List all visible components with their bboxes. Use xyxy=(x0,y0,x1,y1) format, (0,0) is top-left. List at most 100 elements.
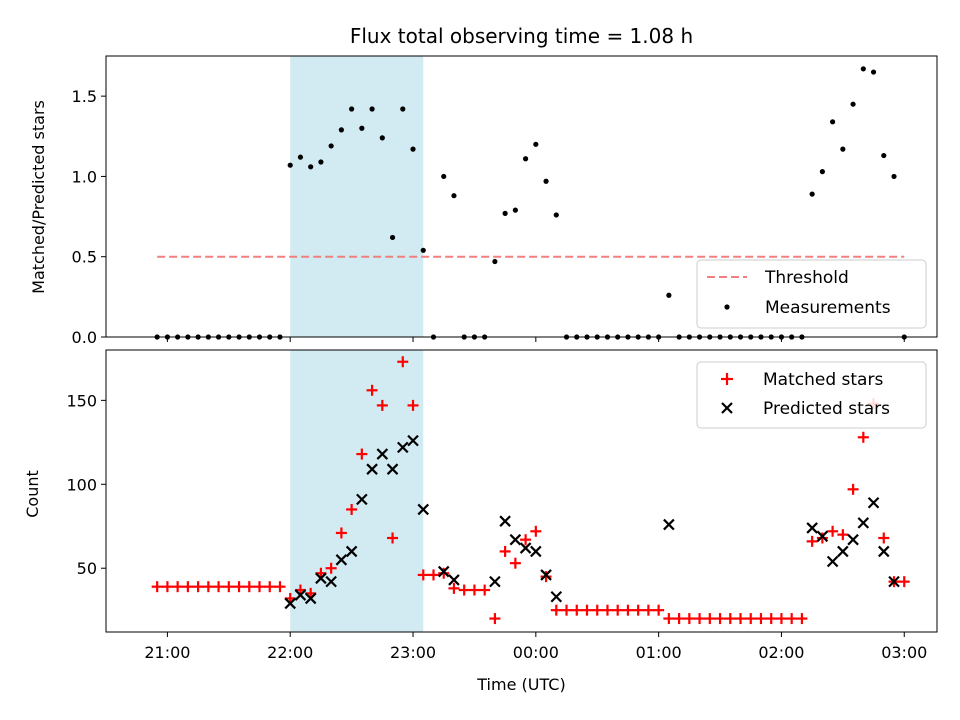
predicted-star-point xyxy=(847,533,859,546)
bottom-axes-frame xyxy=(105,349,938,633)
matched-star-point xyxy=(827,525,839,537)
matched-star-point xyxy=(499,545,511,557)
matched-star-point xyxy=(591,604,603,616)
matched-star-point xyxy=(468,584,480,596)
matched-star-point xyxy=(233,581,245,593)
matched-star-point xyxy=(458,584,470,596)
x-tick-label: 00:00 xyxy=(513,643,559,662)
matched-star-point xyxy=(775,613,787,625)
measurement-point xyxy=(308,164,314,170)
measurement-point xyxy=(502,210,508,216)
y-tick-label: 150 xyxy=(66,391,97,410)
matched-star-point xyxy=(356,448,368,460)
measurement-point xyxy=(400,106,406,112)
top-axes-frame xyxy=(105,55,938,338)
predicted-star-point xyxy=(335,554,348,566)
measurement-point xyxy=(819,169,825,175)
matched-star-point xyxy=(161,581,173,593)
x-tick-label: 22:00 xyxy=(267,643,313,662)
matched-star-point xyxy=(448,582,460,594)
bottom-legend-box xyxy=(696,361,927,429)
shaded-span-top xyxy=(290,56,424,337)
measurement-point xyxy=(359,125,365,131)
measurement-point xyxy=(451,193,457,199)
matched-star-point xyxy=(182,581,194,593)
y-tick-label: 50 xyxy=(77,559,97,578)
bottom-y-axis-label: Count xyxy=(23,470,42,518)
matched-star-point xyxy=(857,431,869,443)
matched-star-point xyxy=(837,529,849,541)
bottom-panel: 50 100 150 21:00 22:00 23:00 00:00 01:00 02:00 0… xyxy=(23,349,938,694)
measurement-point xyxy=(522,156,529,162)
bottom-legend: Matched stars Predicted stars xyxy=(696,361,927,429)
predicted-star-point xyxy=(663,518,675,531)
measurement-point xyxy=(543,178,549,184)
measurement-point xyxy=(420,247,426,253)
matched-star-point xyxy=(376,399,388,411)
predicted-star-point xyxy=(397,441,409,454)
matched-star-point xyxy=(622,604,634,616)
y-tick-label: 100 xyxy=(66,475,97,494)
matched-star-point xyxy=(243,581,255,593)
x-tick-label: 21:00 xyxy=(144,643,190,662)
matched-star-point xyxy=(663,613,675,625)
legend-predicted-swatch xyxy=(721,402,733,414)
predicted-star-point xyxy=(437,565,450,578)
legend-threshold-label: Threshold xyxy=(764,268,849,288)
matched-star-point xyxy=(735,613,747,625)
matched-star-point xyxy=(765,613,777,625)
measurement-point xyxy=(809,191,815,197)
predicted-star-point xyxy=(826,555,839,568)
predicted-star-point xyxy=(448,574,460,586)
predicted-star-point xyxy=(837,545,849,558)
matched-star-point xyxy=(786,613,798,625)
matched-star-point xyxy=(612,604,624,616)
measurement-point xyxy=(338,127,344,133)
matched-star-point xyxy=(417,569,429,581)
y-tick-label: 0.0 xyxy=(72,328,97,347)
matched-star-point xyxy=(561,604,573,616)
matched-star-point xyxy=(683,613,695,625)
matched-star-point xyxy=(274,581,286,593)
predicted-star-point xyxy=(315,572,327,585)
measurement-point xyxy=(287,162,293,168)
predicted-star-point xyxy=(407,434,419,447)
matched-star-point xyxy=(653,604,665,616)
x-tick-label: 03:00 xyxy=(881,643,927,662)
measurement-point xyxy=(840,146,846,152)
bottom-y-axis: 50 100 150 xyxy=(66,391,106,578)
matched-star-point xyxy=(704,613,716,625)
matched-star-point xyxy=(366,384,378,396)
top-y-axis: 0.0 0.5 1.0 1.5 xyxy=(72,87,106,347)
matched-star-point xyxy=(479,584,491,596)
predicted-star-point xyxy=(417,503,430,516)
measurement-point xyxy=(891,173,897,180)
matched-star-point xyxy=(264,581,276,593)
predicted-star-point xyxy=(857,517,870,529)
legend-matched-swatch xyxy=(721,373,733,385)
predicted-star-point xyxy=(867,496,880,509)
measurement-point xyxy=(369,106,375,112)
matched-star-point xyxy=(325,562,337,574)
matched-star-point xyxy=(438,567,450,579)
matched-star-point xyxy=(898,576,910,588)
predicted-star-point xyxy=(499,515,511,527)
measurement-point xyxy=(830,119,836,125)
y-tick-label: 1.0 xyxy=(72,167,97,186)
predicted-star-point xyxy=(325,575,337,588)
measurement-point xyxy=(410,146,416,152)
matched-star-point xyxy=(601,604,613,616)
matched-star-point xyxy=(530,525,542,537)
top-panel: 0.0 0.5 1.0 1.5 Matched/Predicted stars Thr… xyxy=(29,55,938,347)
matched-star-point xyxy=(847,483,859,495)
legend-matched-label: Matched stars xyxy=(763,370,883,390)
matched-star-point xyxy=(213,581,225,593)
measurement-point xyxy=(379,135,385,141)
x-tick-label: 01:00 xyxy=(636,643,682,662)
matched-star-point xyxy=(223,581,235,593)
legend-measurements-label: Measurements xyxy=(765,298,891,318)
matched-star-point xyxy=(520,534,532,546)
predicted-star-point xyxy=(356,493,368,506)
predicted-star-point xyxy=(530,545,542,558)
matched-star-point xyxy=(642,604,654,616)
